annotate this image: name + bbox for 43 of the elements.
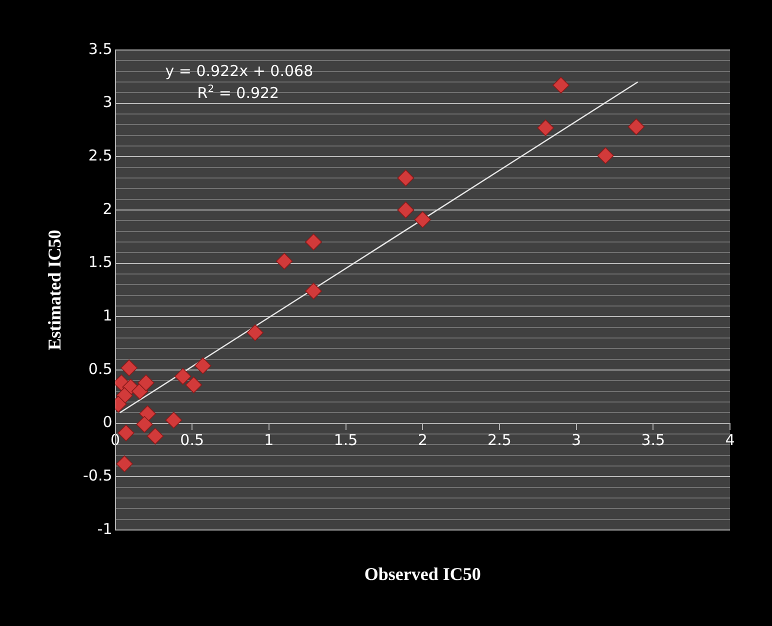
y-tick-label: -1 <box>97 520 112 538</box>
point <box>246 324 264 342</box>
point <box>397 202 414 218</box>
x-tick-label: 1 <box>264 431 274 450</box>
point <box>138 374 154 392</box>
point <box>185 376 202 394</box>
y-tick-label: 3 <box>102 93 112 112</box>
y-tick-label: -0.5 <box>82 466 112 485</box>
point <box>628 118 645 136</box>
x-tick-label: 4 <box>725 431 735 450</box>
point <box>414 211 432 228</box>
point <box>552 76 570 94</box>
x-tick-label: 1.5 <box>334 431 358 450</box>
x-axis-title: Observed IC50 <box>364 564 481 584</box>
point <box>194 357 212 374</box>
point <box>276 252 293 270</box>
x-tick-label: 2.5 <box>488 431 512 450</box>
x-tick-label: 0.5 <box>180 431 204 450</box>
point <box>597 147 614 164</box>
point <box>305 234 322 250</box>
point <box>305 282 322 300</box>
annotation: y = 0.922x + 0.068 <box>165 62 314 80</box>
point <box>120 359 138 376</box>
y-tick-label: 0 <box>102 413 112 432</box>
point <box>397 170 414 186</box>
y-tick-label: 1.5 <box>88 253 112 272</box>
y-tick-label: 1 <box>102 306 112 325</box>
y-tick-label: 2.5 <box>88 146 112 165</box>
x-tick-label: 2 <box>418 431 428 450</box>
point <box>146 428 164 445</box>
y-axis-title: Estimated IC50 <box>44 230 64 350</box>
x-tick-label: 3.5 <box>641 431 666 450</box>
point <box>116 455 133 472</box>
y-tick-label: 3.5 <box>88 40 112 58</box>
point <box>165 412 182 429</box>
y-tick-label: 0.5 <box>88 360 112 378</box>
y-tick-label: 2 <box>102 200 112 218</box>
point <box>131 382 148 400</box>
point <box>174 368 192 385</box>
point <box>537 119 554 136</box>
point <box>118 424 134 442</box>
x-tick-label: 3 <box>572 431 582 450</box>
point <box>136 416 153 433</box>
